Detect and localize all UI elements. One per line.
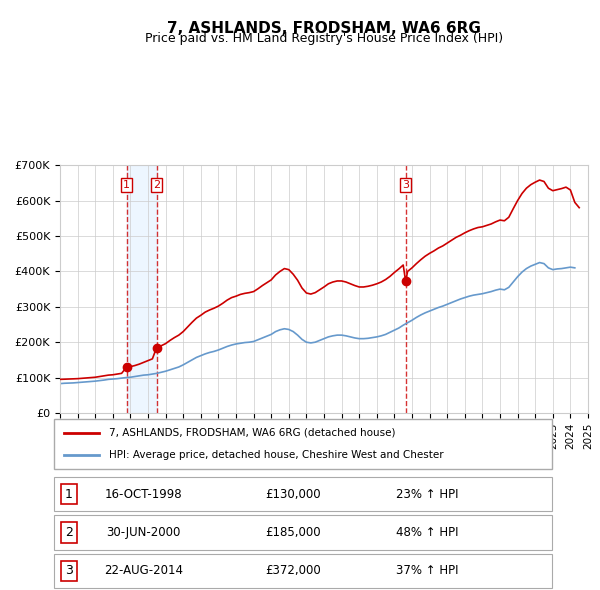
Text: 2: 2	[153, 180, 160, 190]
Text: 3: 3	[65, 564, 73, 578]
Text: 1: 1	[123, 180, 130, 190]
Text: 48% ↑ HPI: 48% ↑ HPI	[396, 526, 459, 539]
Bar	[127, 165, 157, 413]
Text: 16-OCT-1998: 16-OCT-1998	[105, 487, 182, 501]
Text: £185,000: £185,000	[265, 526, 321, 539]
Text: 2: 2	[65, 526, 73, 539]
FancyBboxPatch shape	[54, 419, 552, 469]
Text: 23% ↑ HPI: 23% ↑ HPI	[396, 487, 459, 501]
Text: 30-JUN-2000: 30-JUN-2000	[106, 526, 181, 539]
Text: £372,000: £372,000	[265, 564, 321, 578]
Text: 37% ↑ HPI: 37% ↑ HPI	[396, 564, 459, 578]
Text: 7, ASHLANDS, FRODSHAM, WA6 6RG: 7, ASHLANDS, FRODSHAM, WA6 6RG	[167, 21, 481, 35]
FancyBboxPatch shape	[54, 515, 552, 550]
Text: 1: 1	[65, 487, 73, 501]
Text: HPI: Average price, detached house, Cheshire West and Chester: HPI: Average price, detached house, Ches…	[109, 450, 443, 460]
Text: £130,000: £130,000	[265, 487, 321, 501]
FancyBboxPatch shape	[54, 477, 552, 512]
Text: 7, ASHLANDS, FRODSHAM, WA6 6RG (detached house): 7, ASHLANDS, FRODSHAM, WA6 6RG (detached…	[109, 428, 395, 438]
FancyBboxPatch shape	[54, 553, 552, 588]
Text: 22-AUG-2014: 22-AUG-2014	[104, 564, 183, 578]
Text: Price paid vs. HM Land Registry's House Price Index (HPI): Price paid vs. HM Land Registry's House …	[145, 32, 503, 45]
Text: 3: 3	[402, 180, 409, 190]
